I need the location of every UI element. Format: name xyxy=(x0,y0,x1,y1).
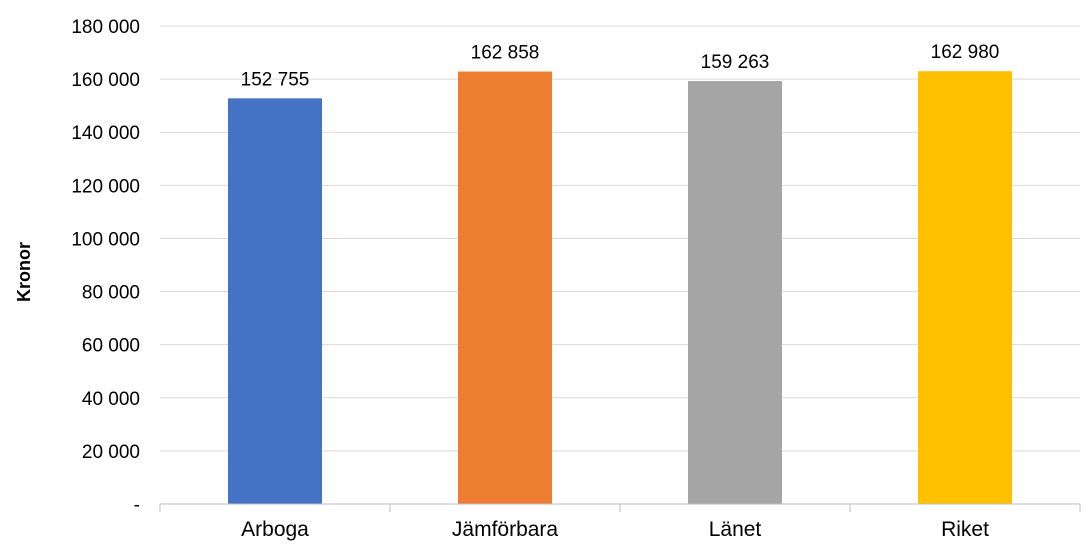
y-tick-label: 120 000 xyxy=(71,176,140,197)
data-label: 152 755 xyxy=(241,69,310,90)
data-label: 162 980 xyxy=(931,42,1000,63)
bar-länet xyxy=(688,81,782,505)
bar-riket xyxy=(918,71,1012,504)
y-axis-tick-labels: - 20 000 40 000 60 000 80 000 100 000 120 000 1… xyxy=(71,17,140,516)
data-label: 159 263 xyxy=(701,52,770,73)
y-tick-label: 180 000 xyxy=(71,17,140,38)
y-tick-label: 140 000 xyxy=(71,123,140,144)
x-tick-label: Arboga xyxy=(241,518,309,541)
bar-jämförbara xyxy=(458,71,552,504)
bar-arboga xyxy=(228,98,322,504)
y-tick-label: 60 000 xyxy=(82,336,140,357)
y-tick-label: 40 000 xyxy=(82,389,140,410)
y-tick-label: 20 000 xyxy=(82,442,140,463)
x-axis: Arboga Jämförbara Länet Riket xyxy=(159,503,1081,541)
y-tick-label: 100 000 xyxy=(71,229,140,250)
data-label: 162 858 xyxy=(471,43,540,64)
y-tick-label: 80 000 xyxy=(82,283,140,304)
x-tick-label: Jämförbara xyxy=(452,518,559,541)
y-tick-label: 160 000 xyxy=(71,70,140,91)
y-axis-title: Kronor xyxy=(14,242,34,302)
x-tick-label: Länet xyxy=(709,518,762,541)
x-tick-label: Riket xyxy=(941,518,989,541)
bars xyxy=(228,71,1012,505)
y-tick-label: - xyxy=(134,495,140,516)
data-labels: 152 755 162 858 159 263 162 980 xyxy=(241,42,1000,90)
